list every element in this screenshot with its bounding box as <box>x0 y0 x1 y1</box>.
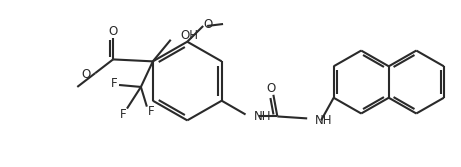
Text: F: F <box>120 108 126 121</box>
Text: F: F <box>148 105 154 118</box>
Text: O: O <box>108 25 118 38</box>
Text: O: O <box>81 68 90 81</box>
Text: F: F <box>111 77 118 91</box>
Text: OH: OH <box>181 29 199 42</box>
Text: NH: NH <box>315 114 333 127</box>
Text: O: O <box>267 82 276 95</box>
Text: O: O <box>203 18 213 31</box>
Text: NH: NH <box>254 110 271 123</box>
